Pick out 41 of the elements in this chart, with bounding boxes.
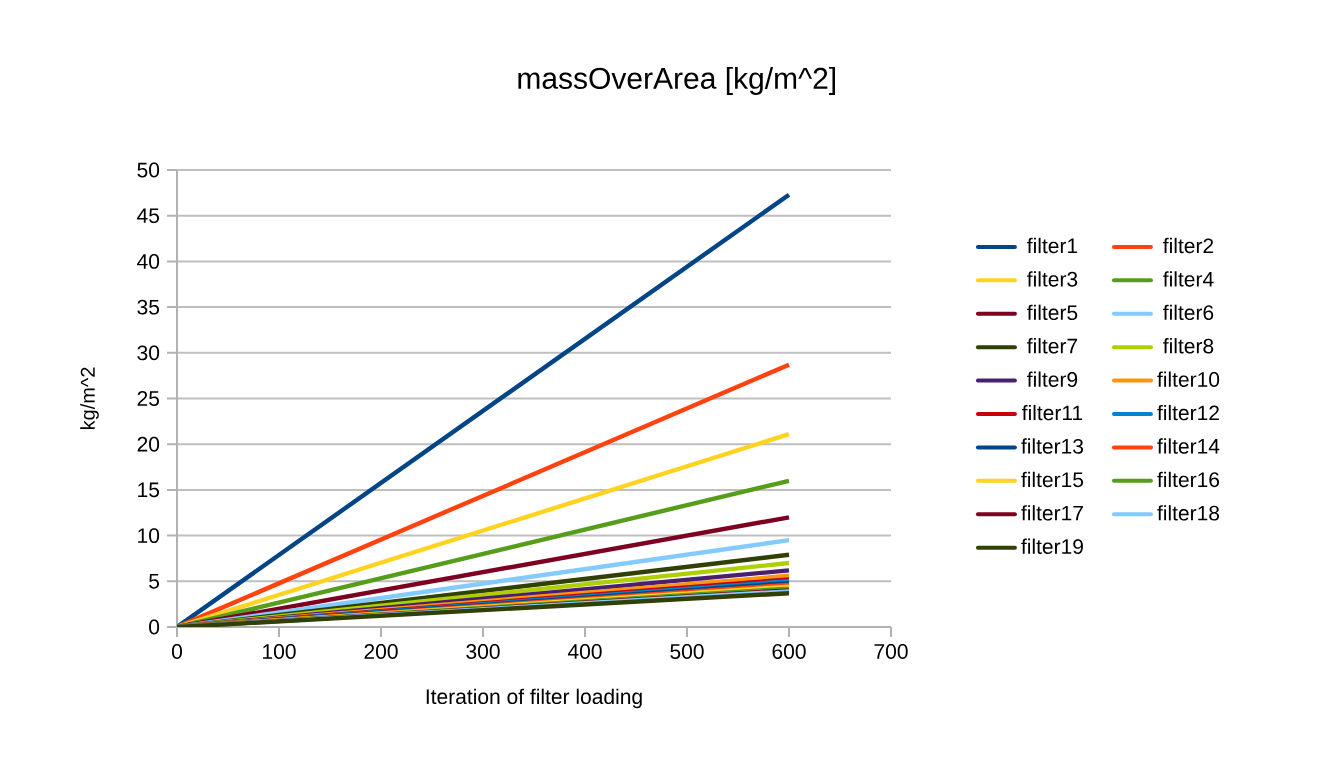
legend-label: filter6 [1163,304,1214,321]
legend-label: filter17 [1021,505,1083,521]
y-tick-label: 50 [137,162,160,178]
x-tick-label: 0 [171,644,183,659]
legend-label: filter19 [1021,538,1083,555]
legend-label: filter8 [1163,338,1214,354]
legend-label: filter5 [1027,304,1078,321]
x-tick-label: 200 [364,644,398,659]
legend-label: filter13 [1021,438,1084,454]
y-tick-label: 5 [149,573,160,589]
legend-label: filter18 [1157,505,1220,521]
y-tick-label: 25 [137,391,160,406]
legend-label: filter7 [1027,338,1078,354]
y-tick-label: 40 [137,253,160,269]
y-tick-label: 20 [137,436,160,452]
legend-label: filter2 [1163,237,1214,254]
x-axis-title: Iteration of filter loading [426,688,642,709]
chart-title: massOverArea [kg/m^2] [518,66,836,95]
x-tick-label: 300 [466,644,500,659]
y-tick-label: 35 [137,299,160,315]
y-tick-label: 45 [137,208,160,224]
legend-label: filter9 [1027,371,1078,387]
legend-label: filter1 [1027,237,1078,254]
y-axis-title: kg/m^2 [80,367,99,430]
legend-label: filter4 [1163,271,1214,287]
legend-label: filter15 [1021,471,1084,488]
x-tick-label: 500 [670,644,704,659]
x-tick-label: 700 [874,644,908,659]
x-tick-label: 100 [263,644,296,659]
legend-label: filter3 [1027,271,1078,287]
legend-label: filter14 [1157,438,1220,454]
y-tick-label: 10 [138,528,160,544]
legend-label: filter16 [1157,471,1220,488]
legend-label: filter10 [1157,371,1220,387]
x-tick-label: 600 [772,644,806,659]
y-tick-label: 30 [137,345,160,361]
legend-label: filter11 [1022,404,1083,421]
y-tick-label: 0 [149,619,160,635]
x-tick-label: 400 [567,644,602,659]
legend-label: filter12 [1157,404,1219,421]
y-tick-label: 15 [138,482,160,498]
